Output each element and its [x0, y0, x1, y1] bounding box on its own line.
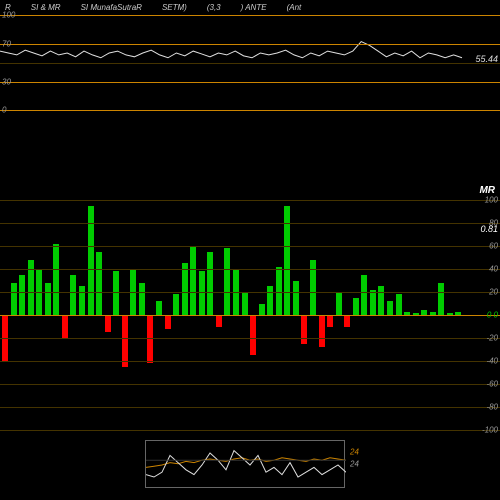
mr-bar: [165, 315, 171, 329]
mr-bar: [293, 281, 299, 316]
mr-bar: [361, 275, 367, 315]
gridline: [0, 44, 500, 45]
mr-bar: [19, 275, 25, 315]
mr-bar: [113, 271, 119, 315]
gridline: [0, 269, 500, 270]
gridline: [0, 110, 500, 111]
gridline: [0, 430, 500, 431]
gridline: [0, 223, 500, 224]
mr-bar: [147, 315, 153, 363]
mr-bar: [11, 283, 17, 315]
axis-label: 70: [2, 39, 11, 48]
mr-bar: [79, 286, 85, 315]
bottom-line-chart: [146, 441, 346, 489]
gridline: [0, 315, 500, 316]
axis-label: 20: [489, 288, 498, 297]
gridline: [0, 82, 500, 83]
bottom-panel: 24 24: [0, 440, 500, 495]
header-item: (Ant: [287, 3, 302, 12]
mr-bar: [438, 283, 444, 315]
mr-bar: [105, 315, 111, 332]
mr-bar: [301, 315, 307, 344]
mr-bar: [276, 267, 282, 315]
gridline: [0, 246, 500, 247]
axis-label: 80: [489, 219, 498, 228]
mr-bar: [207, 252, 213, 315]
bottom-label-2: 24: [350, 460, 359, 469]
axis-label: -40: [486, 357, 498, 366]
axis-label: 30: [2, 77, 11, 86]
mr-bar: [190, 246, 196, 315]
axis-label: 60: [489, 242, 498, 251]
mr-bar: [224, 248, 230, 315]
mr-bar: [387, 301, 393, 315]
mr-bar: [267, 286, 273, 315]
mr-bar: [242, 292, 248, 315]
mr-bar: [70, 275, 76, 315]
mr-bar: [327, 315, 333, 327]
header-item: ) ANTE: [241, 3, 267, 12]
mr-bar: [122, 315, 128, 367]
mr-bar: [199, 271, 205, 315]
mr-bar: [45, 283, 51, 315]
mr-bar: [396, 294, 402, 315]
rsi-panel: 55.44 10070300: [0, 15, 500, 110]
gridline: [0, 292, 500, 293]
axis-label: 100: [485, 196, 498, 205]
header-item: SI MunafaSutraR: [81, 3, 142, 12]
mr-bar: [319, 315, 325, 347]
mr-bar: [259, 304, 265, 316]
header-item: (3,3: [207, 3, 221, 12]
mr-bar: [96, 252, 102, 315]
mr-bar: [156, 301, 162, 315]
gridline: [0, 407, 500, 408]
gridline: [0, 338, 500, 339]
mr-bar: [173, 294, 179, 315]
mr-bar: [216, 315, 222, 327]
gridline: [0, 361, 500, 362]
axis-label: 40: [489, 265, 498, 274]
chart-header: R SI & MR SI MunafaSutraR SETM) (3,3 ) A…: [0, 0, 500, 15]
axis-label: 100: [2, 11, 15, 20]
mr-label: MR: [479, 185, 495, 196]
mr-bar: [139, 283, 145, 315]
mr-bar: [378, 286, 384, 315]
gridline: [0, 200, 500, 201]
header-item: SETM): [162, 3, 187, 12]
axis-label: -100: [482, 426, 498, 435]
bottom-label-1: 24: [350, 448, 359, 457]
mr-bar: [336, 292, 342, 315]
gridline: [0, 384, 500, 385]
axis-label: -80: [486, 403, 498, 412]
gridline: [0, 15, 500, 16]
mr-bar: [62, 315, 68, 338]
mr-bar: [353, 298, 359, 315]
axis-label: -20: [486, 334, 498, 343]
mr-panel: MR 0.81 100806040200 0-20-40-60-80-100: [0, 200, 500, 430]
header-item: SI & MR: [31, 3, 61, 12]
mr-bar: [53, 244, 59, 315]
mr-bar: [370, 290, 376, 315]
axis-label: -60: [486, 380, 498, 389]
gridline: [0, 63, 500, 64]
axis-label: 0: [2, 106, 6, 115]
mr-bar: [344, 315, 350, 327]
mr-bar: [182, 263, 188, 315]
sub-chart-box: [145, 440, 345, 488]
axis-label: 0 0: [487, 311, 498, 320]
mr-bar: [250, 315, 256, 355]
